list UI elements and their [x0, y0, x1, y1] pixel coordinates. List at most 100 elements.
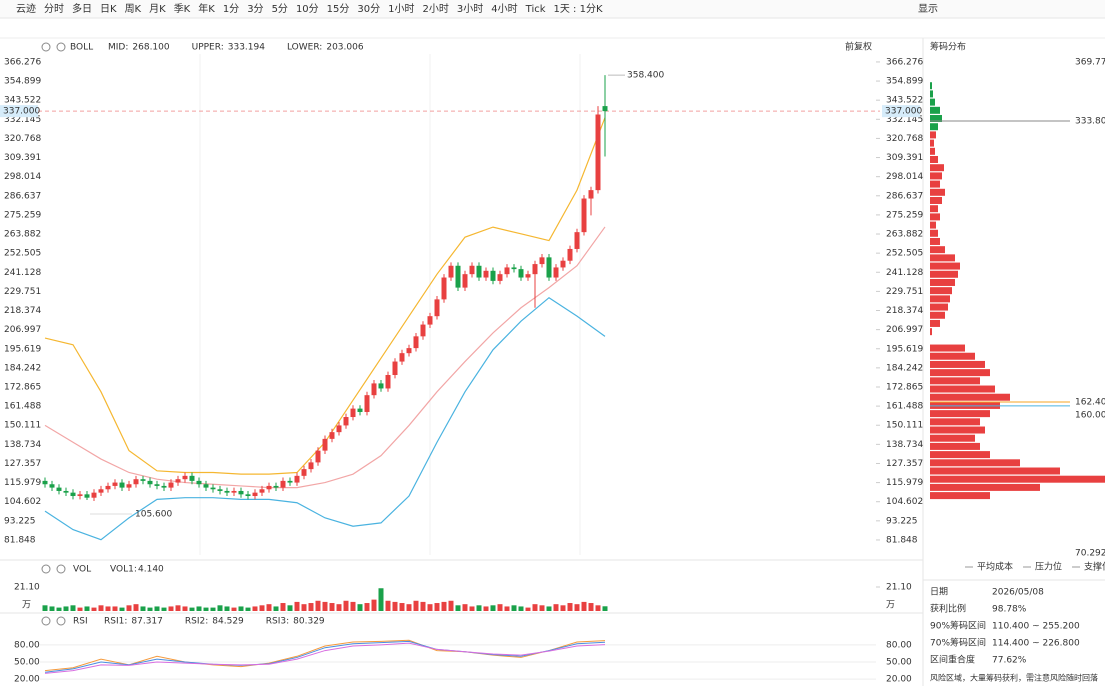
volume-bar [511, 605, 517, 611]
chip-bar [930, 246, 945, 254]
close-icon[interactable] [56, 564, 66, 574]
volume-bar [469, 606, 475, 611]
volume-bar [182, 606, 188, 611]
close-icon[interactable] [56, 42, 66, 52]
y-tick-label: 20.00 [14, 675, 40, 685]
y-tick-label: 263.882 [4, 230, 41, 240]
volume-bar [238, 606, 244, 611]
timeframe-tab[interactable]: Tick [525, 4, 546, 15]
adjust-button[interactable]: 前复权 [845, 41, 872, 53]
timeframe-tab[interactable]: 多日 [72, 2, 92, 15]
timeframe-tab[interactable]: 30分 [357, 3, 380, 15]
chip-bar [930, 492, 990, 500]
volume-bar [343, 600, 349, 611]
volume-bar [560, 605, 566, 611]
volume-bar [378, 588, 384, 611]
volume-bar [252, 606, 258, 611]
close-icon[interactable] [56, 616, 66, 626]
settings-icon[interactable] [41, 616, 51, 626]
timeframe-tab[interactable]: 1分 [223, 3, 239, 15]
volume-bar [329, 603, 335, 611]
candle-body [49, 484, 55, 488]
chip-bar [930, 156, 938, 164]
y-tick-label: 206.997 [4, 325, 41, 335]
candle-body [259, 489, 265, 493]
chip-bar [930, 393, 1010, 401]
last-price-label: 337.000 [3, 107, 40, 117]
timeframe-tab[interactable]: 周K [125, 3, 142, 15]
volume-bar [259, 605, 265, 611]
y-tick-label: 366.276 [4, 57, 41, 67]
legend-name: LOWER: [287, 43, 322, 53]
y-tick-label-right: 241.128 [886, 268, 923, 278]
chip-bar [930, 311, 945, 319]
timeframe-tab[interactable]: 2小时 [423, 3, 449, 15]
candle-body [168, 482, 174, 488]
info-key: 日期 [930, 587, 948, 598]
candle-body [560, 260, 566, 268]
boll-line [44, 296, 606, 541]
candle-body [294, 475, 300, 483]
settings-icon[interactable] [41, 42, 51, 52]
chip-bar [930, 196, 942, 204]
volume-bar [350, 601, 356, 611]
volume-bar [385, 600, 391, 611]
timeframe-tab[interactable]: 日K [100, 4, 117, 15]
candle-body [476, 265, 482, 278]
volume-bar [112, 606, 118, 611]
display-button[interactable]: 显示 [918, 3, 938, 15]
y-tick-label: 138.734 [4, 440, 41, 450]
timeframe-tab[interactable]: 分时 [44, 3, 64, 15]
candle-body [518, 269, 524, 278]
chip-bar [930, 475, 1105, 483]
candle-body [308, 462, 314, 470]
timeframe-tab[interactable]: 1小时 [388, 3, 414, 15]
candle-body [182, 475, 188, 480]
chip-bar [930, 319, 940, 327]
timeframe-tab[interactable]: 4小时 [491, 3, 517, 15]
candle-body [392, 361, 398, 376]
y-tick-label-right: 218.374 [886, 306, 923, 316]
volume-bar [133, 604, 139, 611]
volume-bar [315, 600, 321, 611]
volume-bar [231, 607, 237, 611]
timeframe-tab[interactable]: 季K [174, 3, 191, 15]
timeframe-tab[interactable]: 5分 [272, 3, 288, 15]
chip-bar [930, 106, 940, 114]
candle-body [70, 492, 76, 497]
y-tick-label-right: 80.00 [886, 640, 912, 650]
legend-value: 333.194 [228, 43, 265, 53]
y-tick-label: 343.522 [4, 96, 41, 106]
candle-body [595, 114, 601, 191]
settings-icon[interactable] [41, 564, 51, 574]
timeframe-tab[interactable]: 月K [149, 3, 166, 15]
y-tick-label-right: 93.225 [886, 516, 918, 526]
legend-name: MID: [108, 43, 128, 53]
volume-bar [567, 603, 573, 611]
candle-body [553, 267, 559, 278]
info-value: 110.400 ~ 255.200 [992, 622, 1080, 632]
volume-bar [126, 605, 132, 611]
volume-bar [84, 606, 90, 611]
rsi-line [44, 639, 606, 672]
timeframe-tab[interactable]: 3小时 [457, 3, 483, 15]
chip-bar [930, 115, 942, 123]
info-key: 70%筹码区间 [930, 637, 986, 649]
legend-entry: 平均成本 [977, 561, 1013, 573]
timeframe-tab[interactable]: 15分 [327, 3, 350, 15]
chip-bar [930, 459, 1020, 467]
legend-name: RSI1: [104, 617, 127, 627]
legend-name: RSI2: [185, 617, 208, 627]
timeframe-tab[interactable]: 1天 : 1分K [554, 3, 603, 15]
timeframe-tab[interactable]: 年K [198, 2, 215, 15]
timeframe-tab[interactable]: 10分 [296, 3, 319, 15]
candle-body [420, 324, 426, 337]
timeframe-tab[interactable]: 云迹 [16, 2, 36, 15]
candle-body [210, 487, 216, 490]
timeframe-tab[interactable]: 3分 [247, 3, 263, 15]
volume-bar [301, 604, 307, 611]
y-tick-label-right: 298.014 [886, 172, 923, 182]
chip-bar [930, 180, 940, 188]
candle-body [56, 487, 62, 491]
volume-bar [175, 605, 181, 611]
